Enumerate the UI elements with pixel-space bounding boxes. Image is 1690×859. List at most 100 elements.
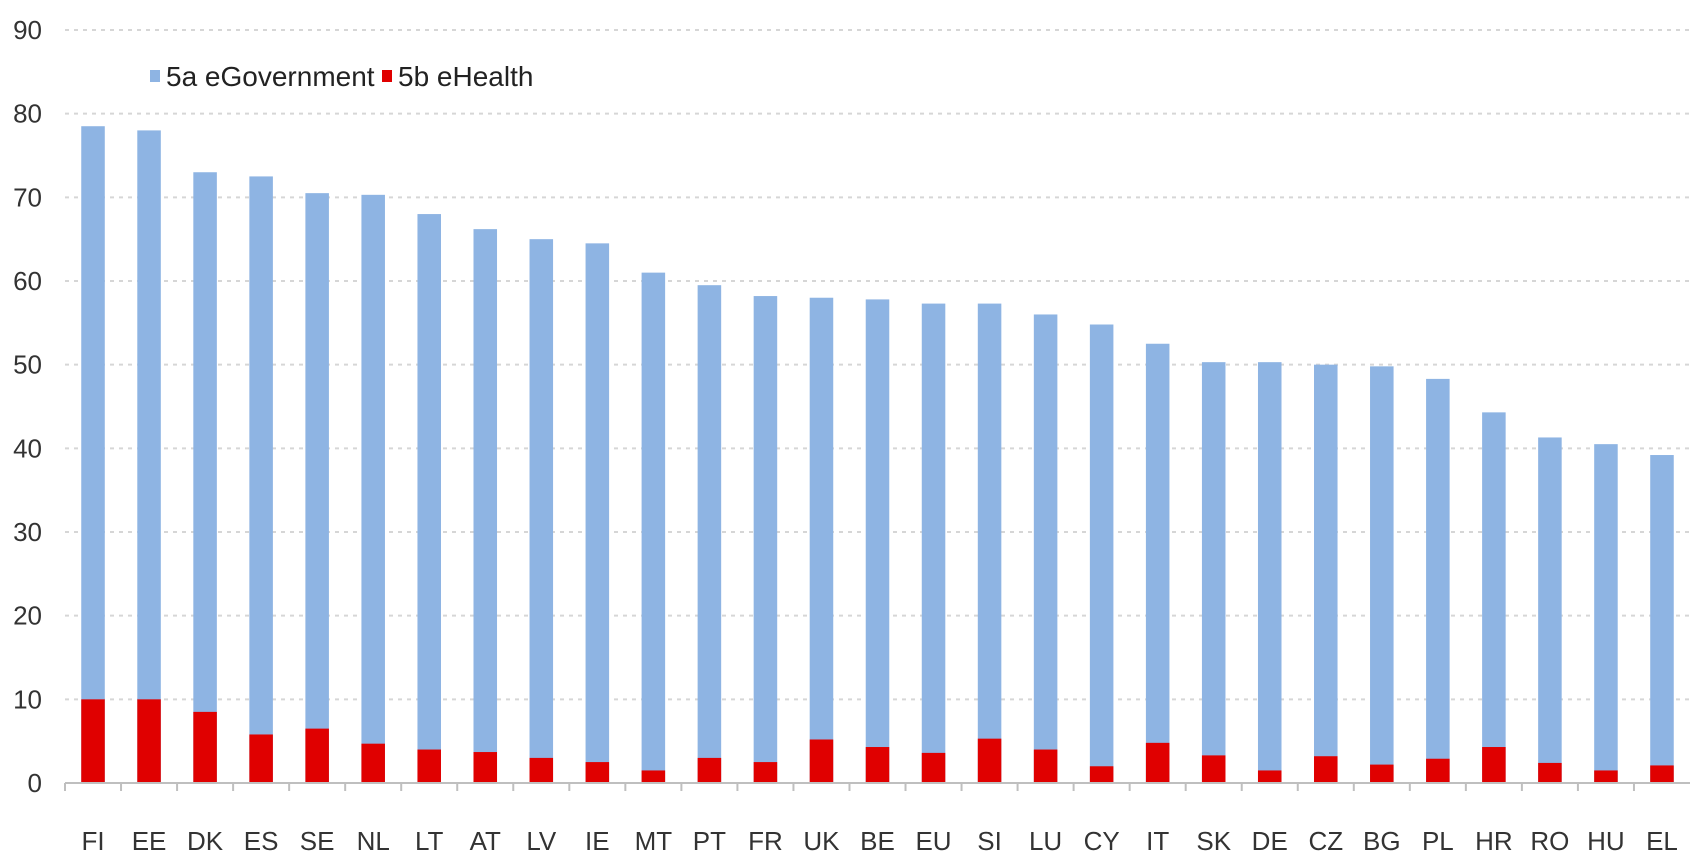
bar-egovernment [641,272,666,783]
y-tick-label: 80 [13,99,42,129]
x-tick-label: SI [977,826,1002,856]
bars [81,126,1674,784]
bar-ehealth [1201,755,1226,783]
bar-ehealth [1594,770,1618,783]
bar-ehealth [865,747,890,783]
bar-egovernment [305,193,329,783]
x-tick-label: BE [860,826,895,856]
bar-ehealth [697,757,722,783]
bar-ehealth [1257,770,1282,783]
x-tick-label: SE [300,826,335,856]
legend-swatch-ehealth [382,70,392,82]
bar-ehealth [641,770,666,783]
bar-egovernment [1089,324,1114,783]
bar-ehealth [1650,765,1674,783]
x-tick-label: LV [526,826,557,856]
x-tick-label: IT [1146,826,1169,856]
x-tick-label: FI [81,826,104,856]
y-tick-label: 70 [13,182,42,212]
bar-ehealth [921,752,946,783]
x-tick-label: EL [1646,826,1678,856]
bar-ehealth [417,749,441,783]
x-tick-label: FR [748,826,783,856]
bar-egovernment [809,297,834,783]
bar-ehealth [81,699,105,783]
bar-egovernment [1033,314,1058,783]
bar-ehealth [305,728,329,783]
bar-egovernment [977,303,1002,783]
bar-egovernment [1201,362,1226,783]
x-tick-label: RO [1530,826,1569,856]
x-tick-label: SK [1196,826,1231,856]
bar-egovernment [193,172,217,783]
x-tick-label: IE [585,826,610,856]
x-tick-label: NL [357,826,390,856]
x-tick-label: AT [470,826,501,856]
y-tick-label: 40 [13,433,42,463]
x-tick-label: PT [693,826,726,856]
y-tick-label: 20 [13,601,42,631]
bar-ehealth [585,762,610,783]
bar-ehealth [529,757,554,783]
bar-ehealth [753,762,778,783]
bar-ehealth [977,738,1002,783]
bar-ehealth [473,752,498,783]
bar-ehealth [1426,758,1450,783]
bar-ehealth [137,699,161,783]
bar-egovernment [473,229,498,784]
x-tick-label: UK [803,826,840,856]
bar-egovernment [1370,366,1394,783]
bar-egovernment [753,296,778,783]
legend-label-ehealth: 5b eHealth [398,61,533,92]
x-tick-label: DK [187,826,224,856]
bar-ehealth [193,711,217,783]
y-tick-label: 0 [28,768,42,798]
x-tick-label: DE [1252,826,1288,856]
x-tick-label: BG [1363,826,1401,856]
bar-egovernment [1594,444,1618,783]
bar-ehealth [1482,747,1506,783]
x-tick-label: PL [1422,826,1454,856]
bar-egovernment [1314,364,1338,783]
bar-egovernment [1482,412,1506,783]
bar-egovernment [1257,362,1282,783]
bar-egovernment [361,194,385,783]
legend: 5a eGovernment 5b eHealth [150,61,533,92]
bar-egovernment [1145,343,1170,783]
x-tick-label: CY [1084,826,1120,856]
bar-ehealth [1370,764,1394,783]
bar-egovernment [137,130,161,783]
bar-ehealth [1314,756,1338,783]
x-tick-label: HR [1475,826,1513,856]
bar-egovernment [249,176,273,783]
bar-egovernment [1426,378,1450,783]
y-tick-label: 10 [13,684,42,714]
bar-egovernment [529,239,554,783]
y-tick-label: 60 [13,266,42,296]
x-tick-label: ES [244,826,279,856]
x-tick-label: HU [1587,826,1625,856]
bar-egovernment [417,214,441,784]
axes: 0 10 20 30 40 50 60 70 80 90 FI EE DK ES SE NL LT AT LV IE M… [13,15,1690,856]
bar-ehealth [809,739,834,783]
x-tick-label: LU [1029,826,1062,856]
legend-swatch-egovernment [150,70,160,82]
x-tick-label: MT [635,826,673,856]
legend-label-egovernment: 5a eGovernment [166,61,375,92]
bar-egovernment [1538,437,1562,783]
x-tick-label: LT [415,826,444,856]
x-tick-label: EU [915,826,951,856]
y-tick-label: 50 [13,350,42,380]
y-tick-label: 90 [13,15,42,45]
bar-ehealth [361,743,385,783]
bar-ehealth [1145,742,1170,783]
x-tick-label: CZ [1308,826,1343,856]
bar-ehealth [1033,749,1058,783]
bar-egovernment [585,243,610,784]
x-tick-label: EE [132,826,167,856]
bar-egovernment [1650,455,1674,783]
y-tick-label: 30 [13,517,42,547]
bar-ehealth [1538,762,1562,783]
bar-ehealth [249,734,273,783]
